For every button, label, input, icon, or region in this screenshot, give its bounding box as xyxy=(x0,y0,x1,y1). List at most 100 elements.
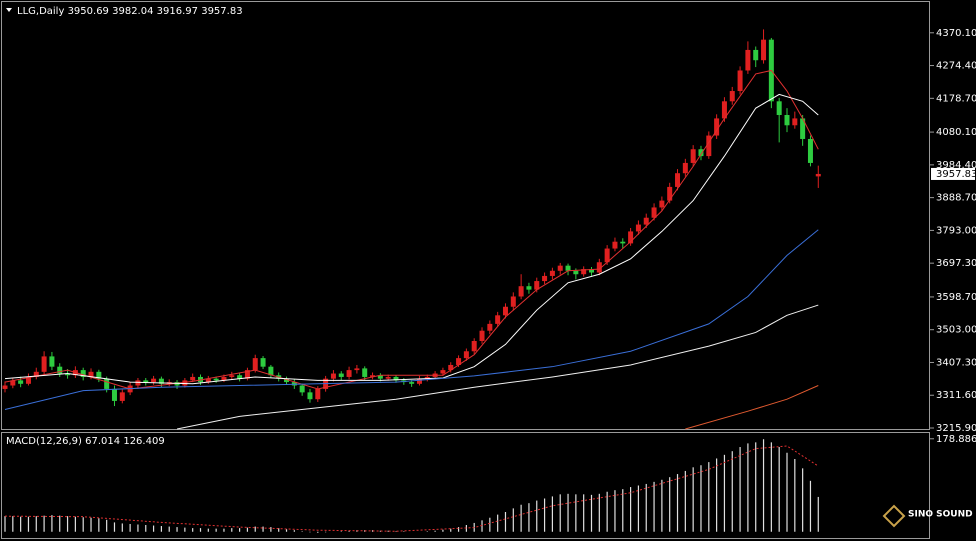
logo-mark xyxy=(882,504,906,528)
candle-body xyxy=(237,375,243,379)
y-tick-label: 3984.40 xyxy=(936,160,976,171)
candle-body xyxy=(88,371,94,377)
price-panel xyxy=(1,1,930,430)
candle-body xyxy=(737,70,743,92)
y-tick-label: 4080.10 xyxy=(936,127,976,138)
moving-average xyxy=(685,385,819,430)
y-tick-label: 3311.60 xyxy=(936,390,976,401)
candle-body xyxy=(682,162,688,174)
candle-body xyxy=(807,138,813,163)
candle-body xyxy=(80,370,86,377)
macd-panel xyxy=(1,432,930,539)
candle-body xyxy=(182,380,188,386)
candle-body xyxy=(581,269,587,275)
candle-body xyxy=(651,207,657,218)
moving-average xyxy=(4,93,819,385)
candle-body xyxy=(252,358,258,371)
candle-body xyxy=(729,91,735,102)
candle-body xyxy=(698,149,704,157)
y-tick-label: 4274.40 xyxy=(936,61,976,72)
candle-body xyxy=(10,380,16,386)
candle-body xyxy=(338,373,344,377)
signal-value: 126.409 xyxy=(123,436,164,447)
candle-body xyxy=(440,370,446,374)
candles xyxy=(2,29,821,407)
candle-body xyxy=(549,270,555,276)
macd-header: MACD(12,26,9) 67.014 126.409 xyxy=(6,436,165,447)
candle-body xyxy=(2,385,8,389)
y-tick-label: 178.886 xyxy=(936,434,976,445)
candle-body xyxy=(49,356,55,367)
candle-body xyxy=(612,241,618,249)
price-label-bg xyxy=(931,167,975,180)
candle-body xyxy=(510,296,516,307)
candle-body xyxy=(604,248,610,263)
candle-body xyxy=(143,380,149,383)
candle-body xyxy=(299,385,305,393)
candle-body xyxy=(104,378,110,389)
candle-body xyxy=(721,101,727,119)
candle-body xyxy=(119,392,125,401)
candle-body xyxy=(307,392,313,400)
candle-body xyxy=(205,378,211,383)
candle-body xyxy=(96,371,102,379)
candle-body xyxy=(229,375,235,377)
candle-body xyxy=(502,306,508,316)
y-tick-label: 3793.00 xyxy=(936,225,976,236)
candle-body xyxy=(776,101,782,115)
candle-body xyxy=(385,376,391,379)
candle-body xyxy=(557,265,563,271)
moving-average xyxy=(4,69,819,390)
candle-body xyxy=(393,376,399,381)
candle-body xyxy=(800,118,806,139)
candle-body xyxy=(18,380,24,384)
candle-body xyxy=(596,262,602,273)
symbol-title: LLG,Daily xyxy=(17,6,64,17)
candle-body xyxy=(675,173,681,187)
candle-body xyxy=(424,376,430,379)
candle-body xyxy=(471,340,477,352)
candle-body xyxy=(409,382,415,384)
candle-body xyxy=(268,366,274,376)
y-tick-label: 4370.10 xyxy=(936,28,976,39)
candle-body xyxy=(284,378,290,383)
y-tick-label: 3697.30 xyxy=(936,258,976,269)
candle-body xyxy=(416,378,422,384)
candle-body xyxy=(479,330,485,341)
candle-body xyxy=(151,378,157,383)
y-tick-label: 3888.70 xyxy=(936,193,976,204)
moving-average xyxy=(4,229,819,410)
candle-body xyxy=(487,323,493,331)
candle-body xyxy=(518,286,524,297)
candle-body xyxy=(362,368,368,377)
high-value: 3982.04 xyxy=(112,6,153,17)
candle-body xyxy=(57,366,63,374)
candle-body xyxy=(213,378,219,381)
watermark-logo: SINO SOUND xyxy=(882,504,973,528)
candle-body xyxy=(534,281,540,290)
candle-body xyxy=(315,388,321,400)
macd-value: 67.014 xyxy=(85,436,120,447)
candle-body xyxy=(291,382,297,386)
current-price: 3957.83 xyxy=(936,169,976,180)
y-tick-label: 3407.30 xyxy=(936,357,976,368)
y-tick-label: 3598.70 xyxy=(936,292,976,303)
y-tick-label: 3215.90 xyxy=(936,423,976,434)
y-tick-label: 4178.70 xyxy=(936,93,976,104)
candle-body xyxy=(745,49,751,71)
candle-body xyxy=(667,186,673,201)
candle-body xyxy=(221,376,227,381)
open-value: 3950.69 xyxy=(68,6,109,17)
low-value: 3916.97 xyxy=(157,6,198,17)
candle-body xyxy=(330,373,336,379)
menu-icon[interactable] xyxy=(6,8,12,12)
y-tick-label: 3503.00 xyxy=(936,325,976,336)
candle-body xyxy=(620,241,626,244)
candle-body xyxy=(260,358,266,367)
candle-body xyxy=(33,371,39,377)
candle-body xyxy=(792,118,798,126)
candle-body xyxy=(659,200,665,208)
candle-body xyxy=(158,378,164,384)
